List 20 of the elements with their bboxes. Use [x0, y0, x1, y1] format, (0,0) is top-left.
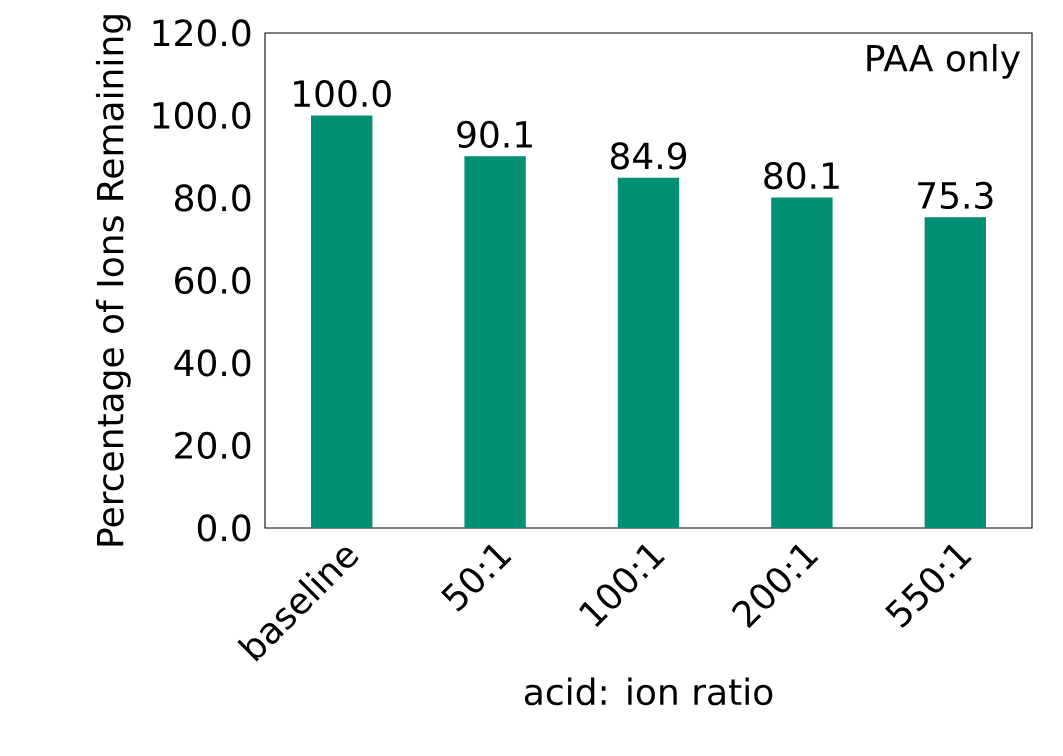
y-tick-label: 80.0	[175, 184, 251, 212]
bar	[311, 115, 373, 528]
bar	[771, 197, 833, 528]
y-tick-label: 0.0	[197, 514, 251, 542]
y-axis-title: Percentage of Ions Remaining	[95, 15, 131, 546]
y-tick-label: 20.0	[175, 431, 251, 460]
data-label: 90.1	[457, 120, 532, 149]
data-label: 75.3	[918, 181, 993, 210]
bar	[464, 156, 526, 528]
data-label: 84.9	[610, 142, 687, 170]
data-label: 80.1	[764, 162, 839, 190]
y-tick-label: 100.0	[153, 101, 251, 130]
data-label: 100.0	[294, 79, 391, 108]
y-tick-label: 40.0	[174, 349, 251, 377]
x-axis-title: acid: ion ratio	[524, 677, 773, 706]
bar	[617, 177, 680, 528]
annotation: PAA only	[867, 43, 1020, 79]
bar	[924, 217, 986, 528]
y-tick-label: 60.0	[175, 266, 251, 295]
y-tick-label: 120.0	[153, 19, 251, 47]
